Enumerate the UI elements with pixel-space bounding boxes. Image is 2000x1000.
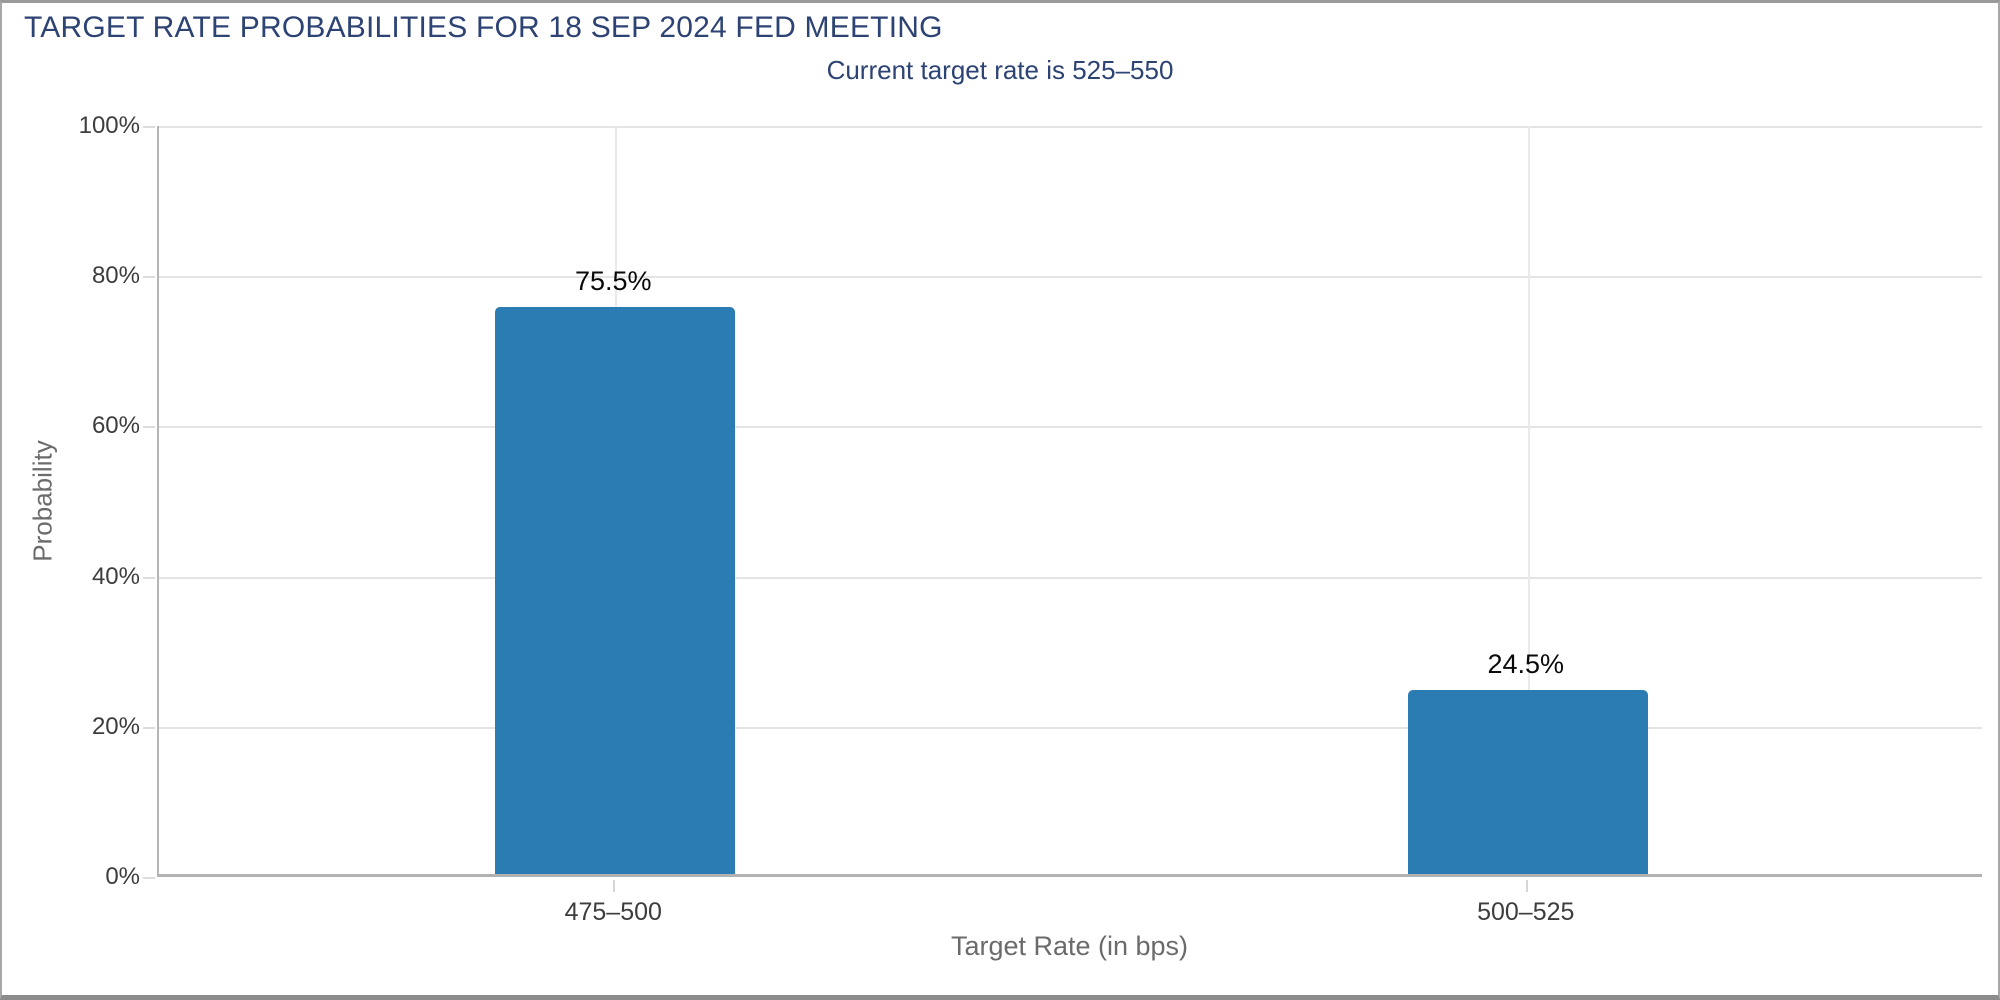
y-gridline-20 [159,726,1982,729]
y-axis-title-box: Probability [28,373,58,629]
bar-value-label-475–500: 75.5% [574,265,652,296]
x-gridline-2 [1527,126,1530,874]
y-gridline-80 [159,276,1982,279]
plot-area [157,126,1982,877]
y-tick-mark-80 [143,276,155,279]
y-gridline-100 [159,126,1982,128]
x-tick-label-475–500: 475–500 [564,898,662,926]
y-tick-label-100: 100% [78,112,140,139]
bar-475–500 [495,307,736,874]
y-tick-label-80: 80% [91,262,140,290]
y-gridline-60 [159,426,1982,429]
y-tick-label-40: 40% [91,562,140,590]
bar-value-label-500–525: 24.5% [1487,649,1565,679]
x-tick-mark-1 [613,880,616,892]
y-tick-mark-0 [143,877,155,879]
chart-title: TARGET RATE PROBABILITIES FOR 18 SEP 202… [24,11,943,44]
x-tick-label-500–525: 500–525 [1477,898,1575,926]
y-tick-mark-20 [143,726,155,729]
y-tick-mark-60 [143,426,155,429]
y-tick-label-60: 60% [91,412,140,440]
chart-subtitle: Current target rate is 525–550 [826,55,1174,85]
y-gridline-40 [159,576,1982,579]
y-tick-mark-40 [143,576,155,579]
y-tick-label-0: 0% [105,863,140,890]
x-axis-title: Target Rate (in bps) [950,931,1189,961]
y-axis-title: Probability [27,440,58,562]
bar-500–525 [1407,690,1648,874]
y-tick-mark-100 [143,126,155,128]
y-tick-label-20: 20% [91,712,140,740]
x-tick-mark-2 [1525,880,1528,892]
